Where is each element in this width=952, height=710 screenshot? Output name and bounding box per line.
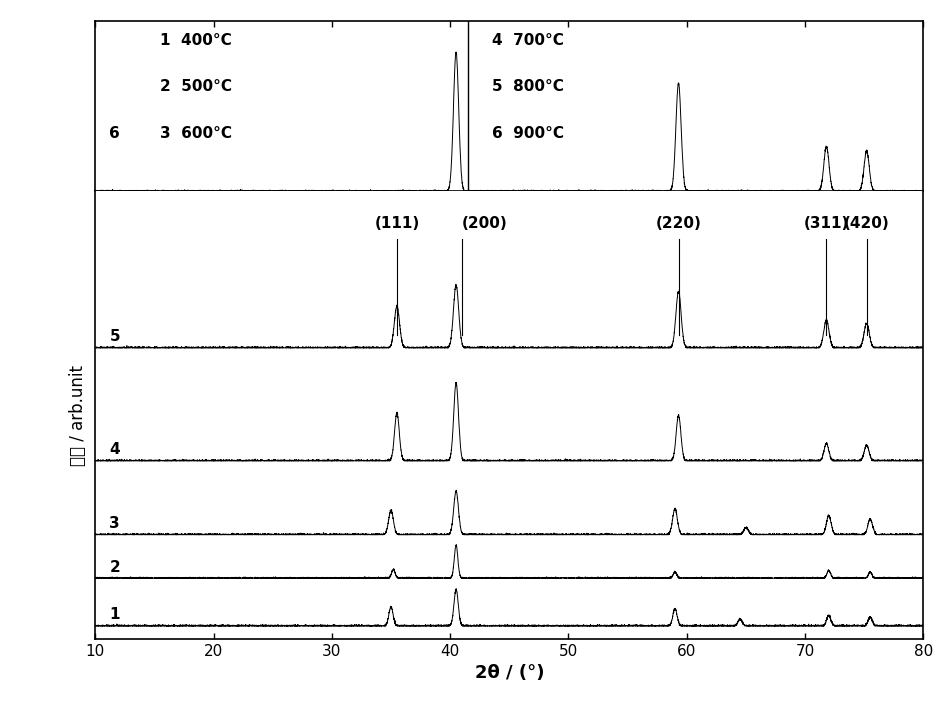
Text: 5: 5 xyxy=(109,329,120,344)
Text: 6: 6 xyxy=(109,126,120,141)
Text: (200): (200) xyxy=(462,216,507,231)
Text: 3: 3 xyxy=(109,516,120,531)
Y-axis label: 强度 / arb.unit: 强度 / arb.unit xyxy=(69,365,87,466)
Text: 3  600°C: 3 600°C xyxy=(160,126,232,141)
Text: 6  900°C: 6 900°C xyxy=(491,126,564,141)
Text: (220): (220) xyxy=(656,216,702,231)
Text: (420): (420) xyxy=(843,216,889,231)
Text: (111): (111) xyxy=(374,216,420,231)
X-axis label: 2θ / (°): 2θ / (°) xyxy=(474,665,545,682)
Text: 2: 2 xyxy=(109,559,120,574)
Text: 4  700°C: 4 700°C xyxy=(491,33,564,48)
Text: 4: 4 xyxy=(109,442,120,457)
Text: 1  400°C: 1 400°C xyxy=(160,33,232,48)
Text: 2  500°C: 2 500°C xyxy=(160,80,232,94)
Text: (311): (311) xyxy=(803,216,849,231)
Text: 1: 1 xyxy=(109,608,120,623)
Text: 5  800°C: 5 800°C xyxy=(491,80,564,94)
